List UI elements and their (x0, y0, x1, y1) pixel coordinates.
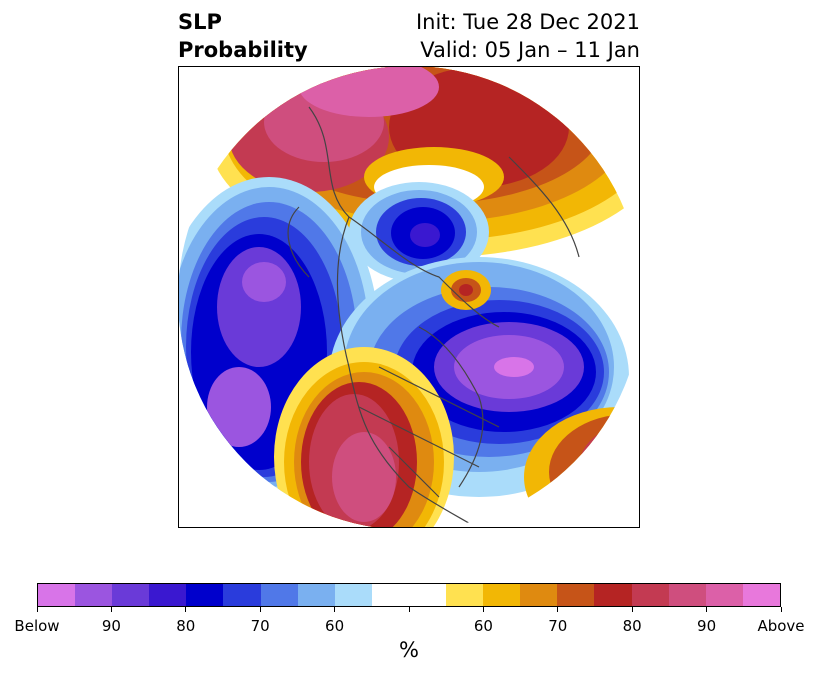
colorbar-tick-label: 70 (548, 617, 568, 635)
colorbar-cell (742, 584, 780, 606)
colorbar-tick-mark (334, 607, 336, 612)
colorbar-cell (297, 584, 335, 606)
colorbar-tick-label: 80 (622, 617, 642, 635)
colorbar-tick-mark (185, 607, 187, 612)
colorbar-cell (705, 584, 743, 606)
colorbar-cell (371, 584, 409, 606)
colorbar-tick-mark (631, 607, 633, 612)
colorbar-tick-mark (110, 607, 112, 612)
colorbar-cell (334, 584, 372, 606)
colorbar-cell (186, 584, 224, 606)
valid-range: Valid: 05 Jan – 11 Jan (420, 38, 640, 62)
init-date: Init: Tue 28 Dec 2021 (415, 10, 640, 34)
colorbar-cell (483, 584, 521, 606)
colorbar-cell (408, 584, 447, 606)
colorbar-tick-label: 70 (250, 617, 270, 635)
colorbar-cell (520, 584, 558, 606)
colorbar-cell (75, 584, 113, 606)
colorbar-tick-mark (557, 607, 559, 612)
colorbar-tick-mark (780, 607, 782, 612)
colorbar-tick-label: 60 (325, 617, 345, 635)
colorbar-cell (594, 584, 632, 606)
colorbar (37, 583, 781, 607)
colorbar-tick-label: Above (757, 617, 805, 635)
colorbar-cell (557, 584, 595, 606)
colorbar-tick-mark (706, 607, 708, 612)
colorbar-unit: % (399, 638, 419, 662)
colorbar-tick-mark (36, 607, 38, 612)
polar-map (178, 66, 640, 528)
title-variable: SLP (178, 10, 222, 34)
chart-dates: Init: Tue 28 Dec 2021 Valid: 05 Jan – 11… (416, 8, 640, 64)
colorbar-tick-label: 90 (101, 617, 121, 635)
colorbar-tick-label: Below (14, 617, 60, 635)
colorbar-cell (260, 584, 298, 606)
colorbar-tick-mark (408, 607, 410, 612)
colorbar-cell (631, 584, 669, 606)
chart-title: SLP Probability (178, 8, 308, 64)
colorbar-cell (668, 584, 706, 606)
colorbar-cell (446, 584, 484, 606)
colorbar-cell (38, 584, 76, 606)
title-metric: Probability (178, 38, 308, 62)
colorbar-cell (149, 584, 187, 606)
colorbar-tick-mark (482, 607, 484, 612)
colorbar-tick-label: 80 (176, 617, 196, 635)
colorbar-cell (223, 584, 261, 606)
colorbar-tick-label: 60 (473, 617, 493, 635)
colorbar-tick-mark (259, 607, 261, 612)
probability-map (179, 67, 639, 527)
colorbar-tick-label: 90 (697, 617, 717, 635)
colorbar-cell (112, 584, 150, 606)
